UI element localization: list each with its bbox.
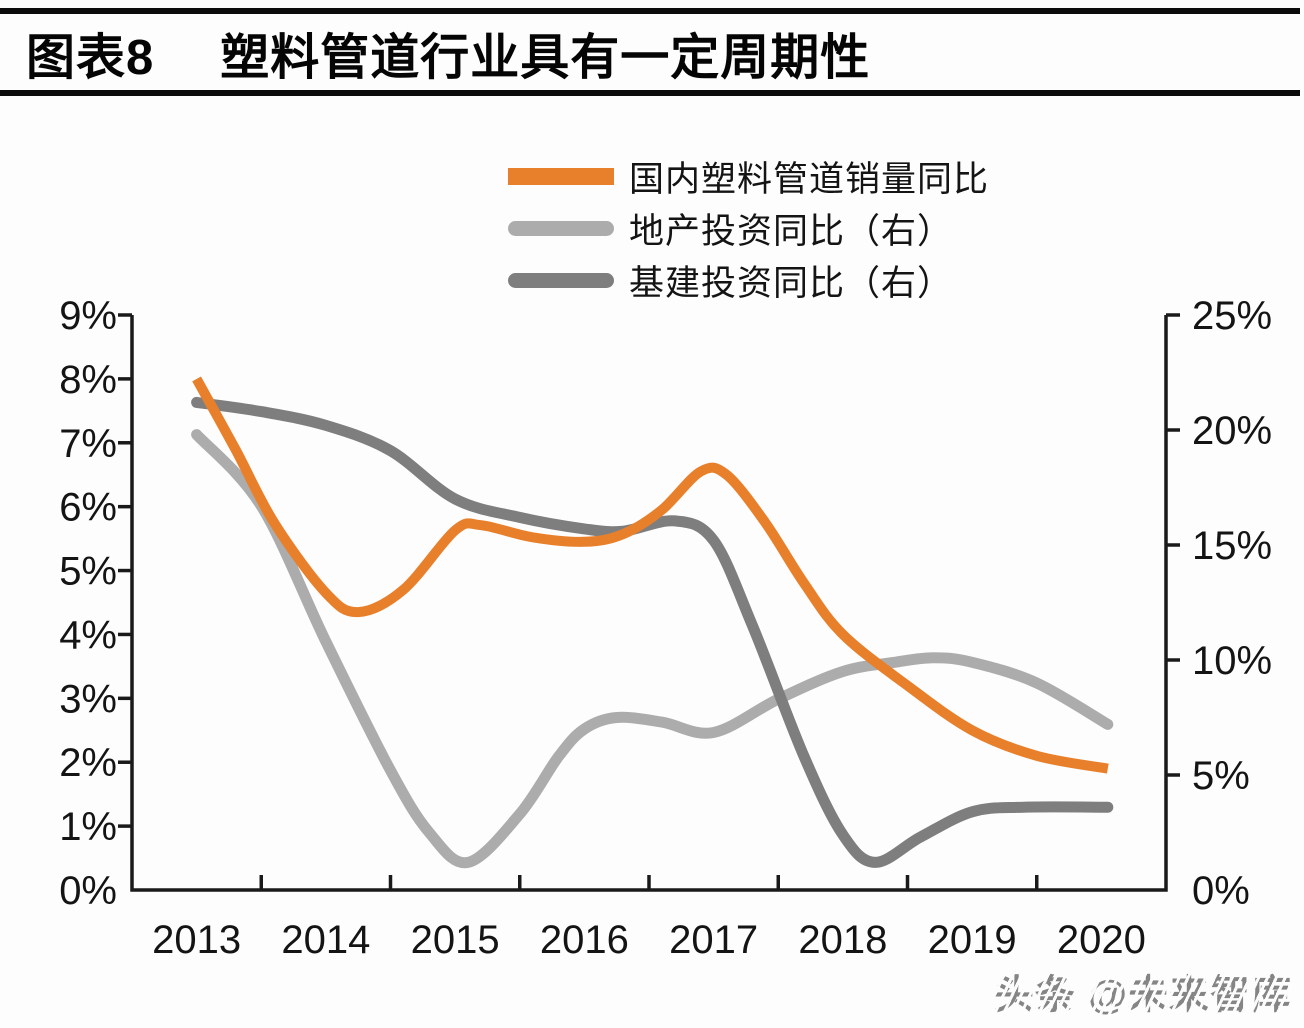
left-axis-label: 4% xyxy=(59,613,117,657)
right-axis-label: 20% xyxy=(1192,409,1272,453)
header-bottom-rule xyxy=(0,90,1300,96)
legend-item-infrastructure_investment: 基建投资同比（右） xyxy=(508,254,989,306)
x-axis-label: 2019 xyxy=(928,918,1017,962)
x-axis-label: 2015 xyxy=(411,918,500,962)
x-axis-label: 2014 xyxy=(281,918,370,962)
watermark: 头条 @未来智库 xyxy=(994,962,1292,1020)
legend-swatch-pipe_sales xyxy=(508,167,614,185)
figure-label: 图表8 xyxy=(26,30,155,85)
x-axis-label: 2020 xyxy=(1057,918,1146,962)
left-axis-label: 8% xyxy=(59,358,117,402)
x-axis-label: 2018 xyxy=(798,918,887,962)
legend-swatch-real_estate_investment xyxy=(508,220,614,236)
right-axis-label: 10% xyxy=(1192,639,1272,683)
left-axis-label: 3% xyxy=(59,677,117,721)
header-top-rule xyxy=(0,8,1300,14)
legend-item-pipe_sales: 国内塑料管道销量同比 xyxy=(508,150,989,202)
left-axis-label: 1% xyxy=(59,805,117,849)
left-axis-label: 5% xyxy=(59,550,117,594)
legend-item-real_estate_investment: 地产投资同比（右） xyxy=(508,202,989,254)
x-axis-label: 2016 xyxy=(540,918,629,962)
left-axis-label: 7% xyxy=(59,422,117,466)
right-axis-label: 25% xyxy=(1192,294,1272,338)
left-axis-label: 2% xyxy=(59,741,117,785)
chart-legend: 国内塑料管道销量同比 地产投资同比（右） 基建投资同比（右） xyxy=(508,150,989,306)
right-axis-label: 15% xyxy=(1192,524,1272,568)
left-axis-label: 9% xyxy=(59,294,117,338)
legend-swatch-infrastructure_investment xyxy=(508,272,614,288)
series-line-real_estate_investment xyxy=(191,429,1114,869)
right-axis-label: 0% xyxy=(1192,869,1250,913)
left-axis-label: 6% xyxy=(59,486,117,530)
series-line-infrastructure_investment xyxy=(191,396,1114,868)
series-line-pipe_sales xyxy=(192,376,1109,774)
right-axis-label: 5% xyxy=(1192,754,1250,798)
x-axis-label: 2017 xyxy=(669,918,758,962)
figure-header: 图表8 塑料管道行业具有一定周期性 xyxy=(26,24,870,85)
left-axis-label: 0% xyxy=(59,869,117,913)
x-axis-label: 2013 xyxy=(152,918,241,962)
page-title: 塑料管道行业具有一定周期性 xyxy=(220,30,871,85)
legend-label-real_estate_investment: 地产投资同比（右） xyxy=(629,211,954,251)
legend-label-infrastructure_investment: 基建投资同比（右） xyxy=(629,263,954,303)
legend-label-pipe_sales: 国内塑料管道销量同比 xyxy=(629,159,990,199)
